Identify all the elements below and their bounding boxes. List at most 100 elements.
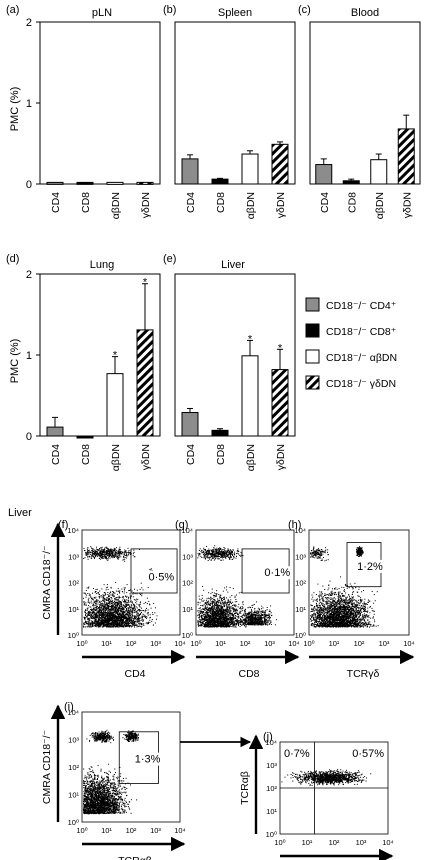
event-dot [213,626,215,627]
event-dot [141,624,143,625]
event-dot [127,619,129,621]
event-dot [227,607,229,609]
event-dot [236,612,238,614]
event-dot [226,620,228,622]
event-dot [107,547,109,549]
event-dot [241,616,243,618]
event-dot [265,622,267,624]
event-dot [231,607,233,609]
event-dot [212,622,214,624]
event-dot [109,601,111,603]
event-dot [144,616,146,618]
event-dot [201,624,203,626]
event-dot [275,619,277,621]
event-dot [115,610,117,612]
event-dot [118,548,120,550]
event-dot [91,616,93,618]
event-dot [84,610,86,611]
event-dot [127,612,129,613]
event-dot [115,603,117,605]
event-dot [123,556,125,558]
event-dot [101,556,103,557]
event-dot [129,615,131,617]
event-dot [118,625,120,627]
event-dot [97,551,99,553]
event-dot [107,558,109,559]
event-dot [124,612,126,614]
event-dot [203,608,205,610]
event-dot [84,622,86,624]
event-dot [274,624,276,626]
event-dot [229,601,231,603]
event-dot [207,608,208,610]
event-dot [108,601,110,603]
event-dot [89,601,91,603]
event-dot [100,610,102,612]
event-dot [127,608,129,610]
event-dot [227,611,229,613]
event-dot [117,599,119,601]
event-dot [99,613,101,615]
event-dot [95,607,97,608]
event-dot [120,623,121,625]
event-dot [100,612,102,614]
event-dot [92,552,94,554]
event-dot [100,603,102,605]
event-dot [217,620,219,622]
event-dot [107,618,109,620]
event-dot [136,624,138,626]
event-dot [111,621,113,623]
event-dot [108,596,109,598]
event-dot [112,619,114,621]
event-dot [231,607,233,609]
event-dot [89,620,91,622]
event-dot [206,609,208,611]
event-dot [102,551,104,553]
event-dot [210,616,212,618]
event-dot [226,607,228,609]
event-dot [104,618,106,620]
event-dot [84,592,86,594]
event-dot [120,602,122,604]
event-dot [111,549,113,551]
event-dot [225,625,227,627]
event-dot [240,616,242,617]
category-label: CD4 [50,192,62,213]
event-dot [230,602,232,604]
event-dot [133,604,135,605]
event-dot [119,603,121,605]
event-dot [95,556,97,557]
event-dot [130,604,132,606]
significance-star: * [143,277,148,289]
event-dot [141,595,143,597]
event-dot [214,607,216,609]
event-dot [87,556,89,558]
event-dot [217,605,219,607]
event-dot [115,607,117,609]
event-dot [110,586,112,588]
event-dot [99,626,101,628]
event-dot [114,550,116,552]
event-dot [104,556,106,557]
event-dot [101,602,103,604]
event-dot [201,611,203,612]
event-dot [120,620,121,622]
event-dot [226,604,228,606]
event-dot [214,623,216,625]
event-dot [96,626,98,628]
event-dot [223,622,224,624]
event-dot [102,552,103,554]
event-dot [213,599,215,600]
event-dot [135,618,137,619]
event-dot [220,623,222,625]
event-dot [111,614,113,616]
event-dot [204,623,206,625]
event-dot [118,616,120,618]
event-dot [221,613,223,615]
event-dot [248,616,250,618]
event-dot [97,625,99,626]
event-dot [228,618,229,620]
event-dot [96,599,98,601]
event-dot [222,624,223,625]
event-dot [230,622,231,624]
